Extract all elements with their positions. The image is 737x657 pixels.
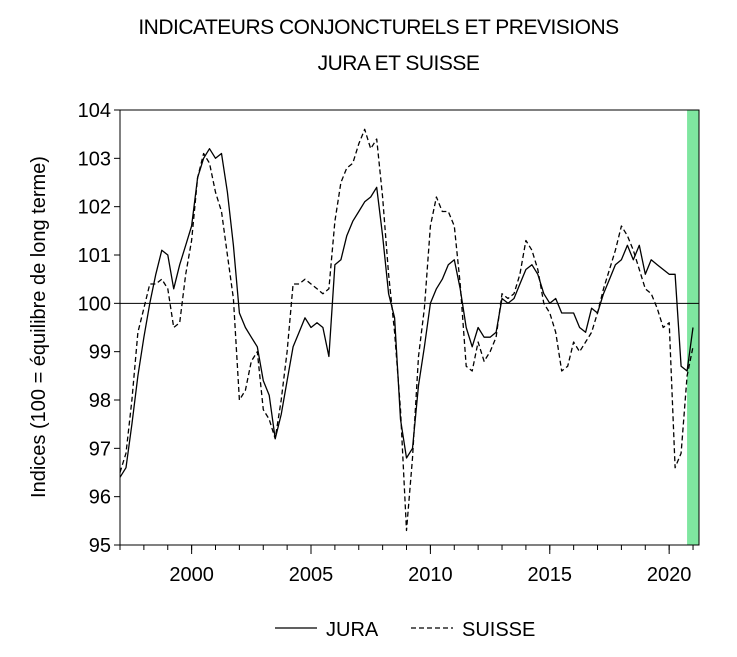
y-tick-label: 96 [89, 487, 111, 509]
y-tick-label: 99 [89, 342, 111, 364]
chart-subtitle: JURA ET SUISSE [317, 52, 480, 75]
x-tick-label: 2015 [528, 564, 573, 586]
y-tick-label: 102 [78, 197, 111, 219]
y-tick-label: 104 [78, 100, 111, 122]
legend-label-jura: JURA [326, 619, 379, 641]
chart-title: INDICATEURS CONJONCTURELS ET PREVISIONS [138, 16, 619, 39]
y-tick-label: 97 [89, 438, 111, 460]
x-tick-label: 2000 [169, 564, 214, 586]
legend: JURA SUISSE [275, 619, 535, 641]
y-tick-label: 100 [78, 293, 111, 315]
y-tick-label: 101 [78, 245, 111, 267]
x-tick-label: 2010 [408, 564, 453, 586]
plot-frame [119, 109, 700, 546]
forecast-shading [687, 110, 699, 545]
legend-label-suisse: SUISSE [462, 619, 535, 641]
y-tick-label: 95 [89, 535, 111, 557]
series-line-jura [119, 148, 694, 478]
y-axis-label: Indices (100 = équilibre de long terme) [28, 156, 50, 498]
y-tick-label: 103 [78, 148, 111, 170]
x-tick-label: 2005 [289, 564, 334, 586]
series-line-suisse [119, 128, 694, 532]
x-tick-label: 2020 [647, 564, 692, 586]
y-tick-label: 98 [89, 390, 111, 412]
